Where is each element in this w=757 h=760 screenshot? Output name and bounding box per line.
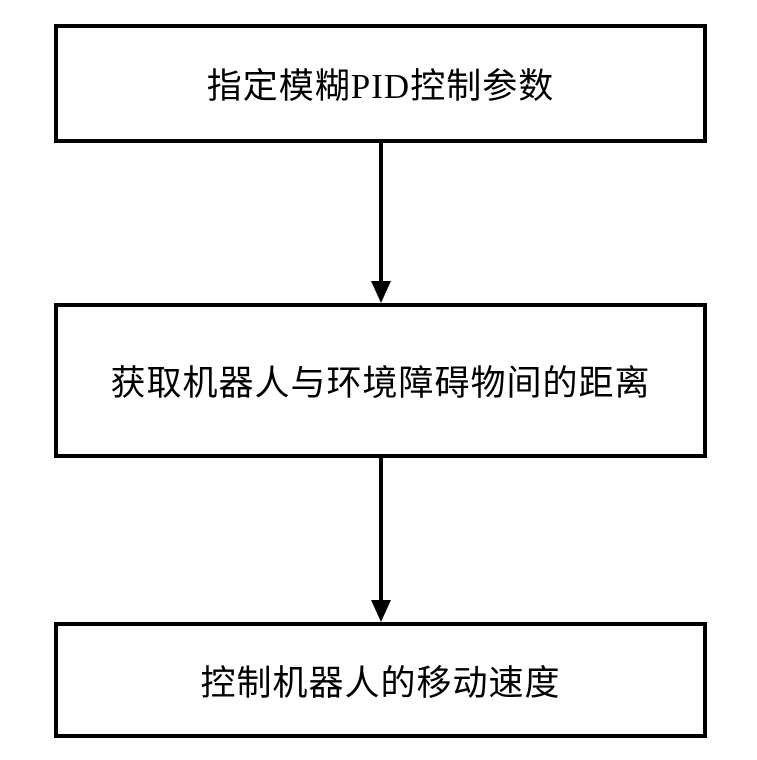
flowchart-box-3-label: 控制机器人的移动速度 xyxy=(200,655,560,706)
arrow-head-1 xyxy=(371,281,391,303)
arrow-head-2 xyxy=(371,600,391,622)
flowchart-box-2-label: 获取机器人与环境障碍物间的距离 xyxy=(110,355,650,406)
flowchart-box-3: 控制机器人的移动速度 xyxy=(54,622,707,738)
flowchart-box-1-label: 指定模糊PID控制参数 xyxy=(207,58,554,109)
flowchart-box-2: 获取机器人与环境障碍物间的距离 xyxy=(54,303,707,458)
arrow-line-1 xyxy=(379,143,383,281)
arrow-line-2 xyxy=(379,458,383,600)
flowchart-box-1: 指定模糊PID控制参数 xyxy=(54,24,707,143)
